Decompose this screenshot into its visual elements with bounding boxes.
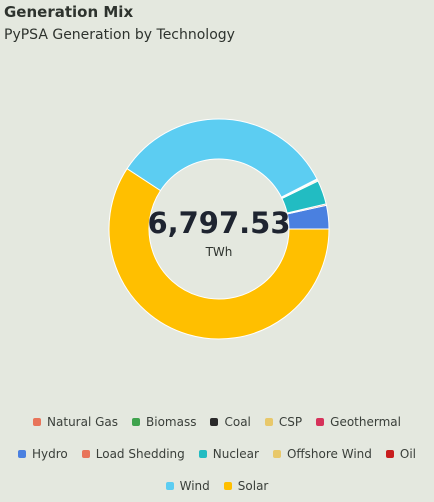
legend-item-nuclear[interactable]: Nuclear xyxy=(198,444,259,463)
legend-label: Offshore Wind xyxy=(286,446,372,461)
legend-item-solar[interactable]: Solar xyxy=(223,476,269,495)
legend-swatch xyxy=(316,417,325,426)
legend-swatch xyxy=(132,417,141,426)
total-unit: TWh xyxy=(205,245,233,259)
legend-item-natural-gas[interactable]: Natural Gas xyxy=(33,412,118,431)
legend-label: Geothermal xyxy=(330,414,401,429)
legend-swatch xyxy=(17,449,26,458)
legend-swatch xyxy=(165,481,174,490)
legend-label: Wind xyxy=(179,478,210,493)
legend-item-wind[interactable]: Wind xyxy=(165,476,210,495)
legend-item-coal[interactable]: Coal xyxy=(210,412,251,431)
legend-item-biomass[interactable]: Biomass xyxy=(132,412,196,431)
slice-wind[interactable] xyxy=(126,118,318,198)
legend-swatch xyxy=(81,449,90,458)
legend-swatch xyxy=(198,449,207,458)
legend-item-oil[interactable]: Oil xyxy=(385,444,416,463)
legend-item-load-shedding[interactable]: Load Shedding xyxy=(81,444,185,463)
legend-label: Nuclear xyxy=(212,446,259,461)
legend-swatch xyxy=(264,417,273,426)
legend-label: CSP xyxy=(278,414,303,429)
slice-solar[interactable] xyxy=(108,167,330,340)
chart-subtitle: PyPSA Generation by Technology xyxy=(4,27,235,43)
total-value: 6,797.53 xyxy=(147,206,291,240)
legend-swatch xyxy=(33,417,42,426)
legend-swatch xyxy=(385,449,394,458)
legend-item-csp[interactable]: CSP xyxy=(264,412,303,431)
legend-item-geothermal[interactable]: Geothermal xyxy=(316,412,401,431)
legend-swatch xyxy=(210,417,219,426)
legend-label: Coal xyxy=(224,414,251,429)
legend-label: Natural Gas xyxy=(47,414,119,429)
legend-label: Oil xyxy=(399,446,416,461)
chart-title: Generation Mix xyxy=(4,3,134,21)
chart-legend: Natural Gas Biomass Coal CSP Geothermal Hydro… xyxy=(0,412,434,495)
legend-swatch xyxy=(223,481,232,490)
legend-label: Biomass xyxy=(146,414,197,429)
donut-chart xyxy=(108,118,330,340)
legend-label: Hydro xyxy=(31,446,68,461)
legend-item-offshore-wind[interactable]: Offshore Wind xyxy=(272,444,372,463)
legend-item-hydro[interactable]: Hydro xyxy=(17,444,68,463)
legend-label: Load Shedding xyxy=(95,446,185,461)
legend-label: Solar xyxy=(237,478,269,493)
legend-swatch xyxy=(272,449,281,458)
